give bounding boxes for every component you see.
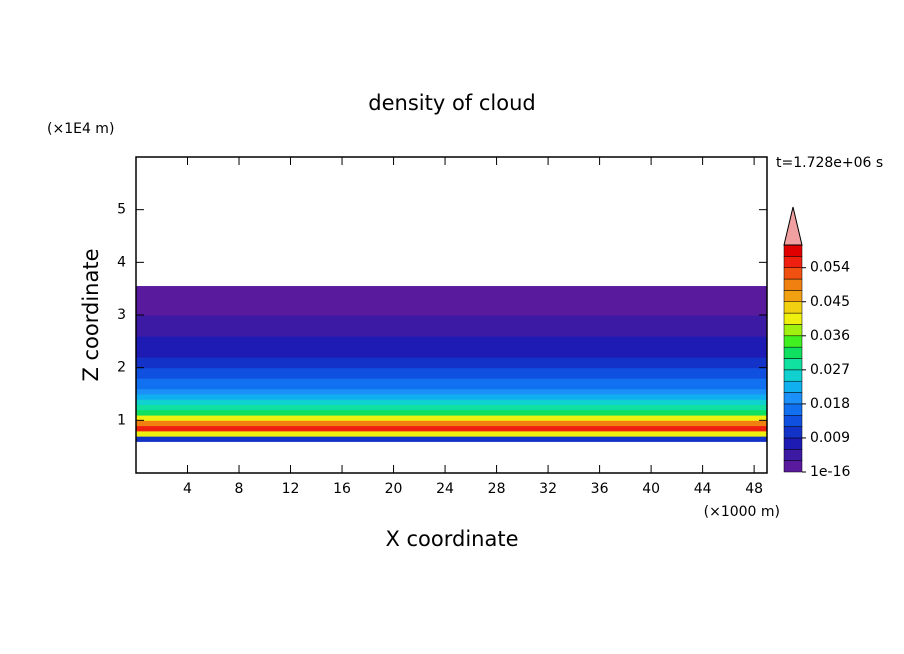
colorbar-cell <box>783 346 803 359</box>
x-tick-label: 36 <box>591 481 609 497</box>
contour-band <box>136 425 767 432</box>
contour-band <box>136 304 767 316</box>
colorbar-cell <box>783 290 803 302</box>
colorbar-cell <box>783 267 803 280</box>
x-tick-label: 16 <box>333 481 351 497</box>
contour-band <box>136 399 767 406</box>
contour-band <box>136 409 767 416</box>
y-axis-label: Z coordinate <box>79 248 103 381</box>
x-tick-label: 20 <box>385 481 403 497</box>
colorbar-cell <box>783 380 803 393</box>
colorbar-cell <box>783 369 803 382</box>
colorbar-cell <box>783 301 803 314</box>
contour-band <box>136 357 767 369</box>
colorbar-cell <box>783 426 803 439</box>
x-tick-label: 24 <box>436 481 454 497</box>
x-tick-label: 32 <box>539 481 557 497</box>
colorbar-cell <box>783 415 803 427</box>
x-axis-label: X coordinate <box>385 527 518 551</box>
colorbar-cell <box>783 437 803 450</box>
colorbar-cell <box>783 324 803 337</box>
colorbar-tick-label: 0.036 <box>810 328 850 344</box>
colorbar-tick-label: 0.054 <box>810 260 850 276</box>
colorbar-cell <box>783 244 803 257</box>
contour-band <box>136 404 767 411</box>
contour-band <box>136 346 767 358</box>
x-tick-label: 4 <box>183 481 192 497</box>
colorbar-tick-label: 0.045 <box>810 294 850 310</box>
colorbar-cell <box>783 358 803 371</box>
x-tick-label: 44 <box>694 481 712 497</box>
contour-band <box>136 388 767 395</box>
contour-band <box>136 415 767 421</box>
y-unit: (×1E4 m) <box>47 121 114 137</box>
contour-band <box>136 436 767 442</box>
contour-band <box>136 367 767 379</box>
colorbar-cell <box>783 278 803 291</box>
y-tick-label: 2 <box>117 360 126 376</box>
y-tick-label: 5 <box>117 202 126 218</box>
x-tick-label: 40 <box>642 481 660 497</box>
contour-band <box>136 325 767 337</box>
x-unit: (×1000 m) <box>704 504 780 520</box>
colorbar-tick-label: 1e-16 <box>810 464 850 480</box>
y-tick-label: 3 <box>117 307 126 323</box>
time-label: t=1.728e+06 s <box>776 155 883 171</box>
y-tick-label: 4 <box>117 254 126 270</box>
colorbar-tick-label: 0.018 <box>810 396 850 412</box>
contour-band <box>136 394 767 400</box>
contour-band <box>136 286 767 305</box>
colorbar-over <box>783 206 803 246</box>
y-tick-label: 1 <box>117 412 126 428</box>
colorbar-cell <box>783 392 803 405</box>
colorbar-tick-label: 0.027 <box>810 362 850 378</box>
x-tick-label: 48 <box>745 481 763 497</box>
chart-title: density of cloud <box>368 91 535 115</box>
colorbar-cell <box>783 449 803 461</box>
colorbar-cell <box>783 460 803 473</box>
contour-band <box>136 420 767 427</box>
colorbar-tick-label: 0.009 <box>810 430 850 446</box>
contour-band <box>136 378 767 390</box>
contour-band <box>136 336 767 348</box>
colorbar-cell <box>783 312 803 325</box>
colorbar-cell <box>783 256 803 268</box>
contour-band <box>136 315 767 327</box>
x-tick-label: 8 <box>235 481 244 497</box>
colorbar-cell <box>783 335 803 348</box>
contour-band <box>136 430 767 437</box>
x-tick-label: 12 <box>282 481 300 497</box>
colorbar-cell <box>783 403 803 416</box>
x-tick-label: 28 <box>488 481 506 497</box>
